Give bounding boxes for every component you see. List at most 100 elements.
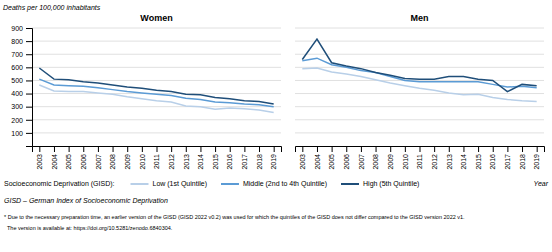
x-tick: 2016	[489, 146, 496, 170]
legend-label: High (5th Quintile)	[363, 180, 419, 188]
tick-mark	[478, 146, 479, 152]
x-tick: 2006	[80, 146, 87, 170]
tick-label: 2009	[124, 154, 131, 170]
x-tick: 2008	[372, 146, 379, 170]
tick-mark	[186, 146, 187, 152]
legend: Socioeconomic Deprivation (GISD):Low (1s…	[4, 180, 419, 188]
x-tick: 2008	[109, 146, 116, 170]
tick-mark	[127, 146, 128, 152]
y-tick: 200	[11, 117, 32, 124]
y-tick: 400	[11, 90, 32, 97]
x-tick: 2011	[416, 146, 423, 169]
x-axis: 2003200420052006200720082009201020112012…	[33, 146, 282, 170]
x-label: Year	[534, 180, 549, 187]
footnote: * Due to the necessary preparation time,…	[4, 214, 465, 220]
y-tick: 900	[11, 25, 32, 32]
x-tick: 2007	[95, 146, 102, 170]
tick-mark	[54, 146, 55, 152]
series-line	[39, 85, 273, 113]
axis-line	[26, 29, 33, 147]
tick-mark	[26, 80, 32, 81]
tick-mark	[346, 146, 347, 152]
x-tick: 2010	[402, 146, 409, 170]
tick-mark	[157, 146, 158, 152]
x-tick: 2018	[519, 146, 526, 170]
grid-line	[32, 54, 281, 55]
x-tick: 2005	[328, 146, 335, 170]
grid-line	[295, 132, 544, 133]
x-tick: 2009	[387, 146, 394, 170]
tick-mark	[142, 146, 143, 152]
tick-mark	[26, 28, 32, 29]
grid-line	[32, 106, 281, 107]
x-tick: 2005	[65, 146, 72, 170]
tick-mark	[449, 146, 450, 152]
tick-label: 2012	[168, 154, 175, 170]
axis-line	[296, 147, 545, 153]
chart: 1002003004005006007008009002003200420052…	[0, 0, 552, 252]
tick-mark	[69, 146, 70, 152]
grid-line	[295, 119, 544, 120]
legend-swatch	[221, 183, 239, 185]
legend-swatch	[341, 183, 359, 185]
y-tick: 300	[11, 103, 32, 110]
tick-label: 900	[11, 25, 23, 32]
tick-label: 2004	[314, 154, 321, 170]
tick-label: 400	[11, 90, 23, 97]
tick-mark	[507, 146, 508, 152]
tick-label: 2015	[212, 154, 219, 170]
tick-mark	[215, 146, 216, 152]
tick-mark	[463, 146, 464, 152]
tick-mark	[259, 146, 260, 152]
y-tick: 600	[11, 64, 32, 71]
tick-label: 800	[11, 38, 23, 45]
tick-mark	[332, 146, 333, 152]
tick-mark	[420, 146, 421, 152]
legend-swatch	[131, 183, 149, 185]
x-tick: 2013	[183, 146, 190, 170]
tick-label: 700	[11, 51, 23, 58]
grid-line	[295, 93, 544, 94]
grid-line	[295, 41, 544, 42]
tick-mark	[405, 146, 406, 152]
y-tick: 700	[11, 51, 32, 58]
tick-mark	[537, 146, 538, 152]
tick-label: 2016	[489, 154, 496, 170]
tick-label: 2012	[431, 154, 438, 170]
tick-label: 2008	[109, 154, 116, 170]
tick-mark	[493, 146, 494, 152]
tick-mark	[244, 146, 245, 152]
tick-label: 100	[11, 130, 23, 137]
tick-label: 300	[11, 103, 23, 110]
x-tick: 2012	[168, 146, 175, 170]
tick-label: 2010	[139, 154, 146, 170]
tick-mark	[171, 146, 172, 152]
x-tick: 2006	[343, 146, 350, 170]
tick-label: 2014	[197, 154, 204, 170]
x-tick: 2004	[314, 146, 321, 170]
x-tick: 2018	[256, 146, 263, 170]
x-tick: 2009	[124, 146, 131, 170]
tick-label: 2007	[358, 154, 365, 170]
y-label: Deaths per 100,000 inhabitants	[3, 4, 101, 12]
tick-label: 200	[11, 117, 23, 124]
grid-line	[295, 67, 544, 68]
grid	[32, 28, 281, 133]
y-axis: 100200300400500600700800900	[11, 25, 32, 147]
x-tick: 2004	[51, 146, 58, 170]
tick-mark	[522, 146, 523, 152]
tick-label: 2019	[270, 154, 277, 170]
tick-label: 2018	[256, 154, 263, 170]
grid-line	[295, 80, 544, 81]
tick-mark	[26, 94, 32, 95]
tick-mark	[26, 54, 32, 55]
grid-line	[295, 28, 544, 29]
y-tick: 100	[11, 130, 32, 137]
footnote: The version is available at: https://doi…	[4, 225, 173, 231]
grid-line	[32, 28, 281, 29]
x-tick: 2017	[241, 146, 248, 170]
tick-label: 2005	[65, 154, 72, 170]
tick-mark	[113, 146, 114, 152]
legend-title: Socioeconomic Deprivation (GISD):	[4, 180, 115, 188]
grid-line	[32, 132, 281, 133]
